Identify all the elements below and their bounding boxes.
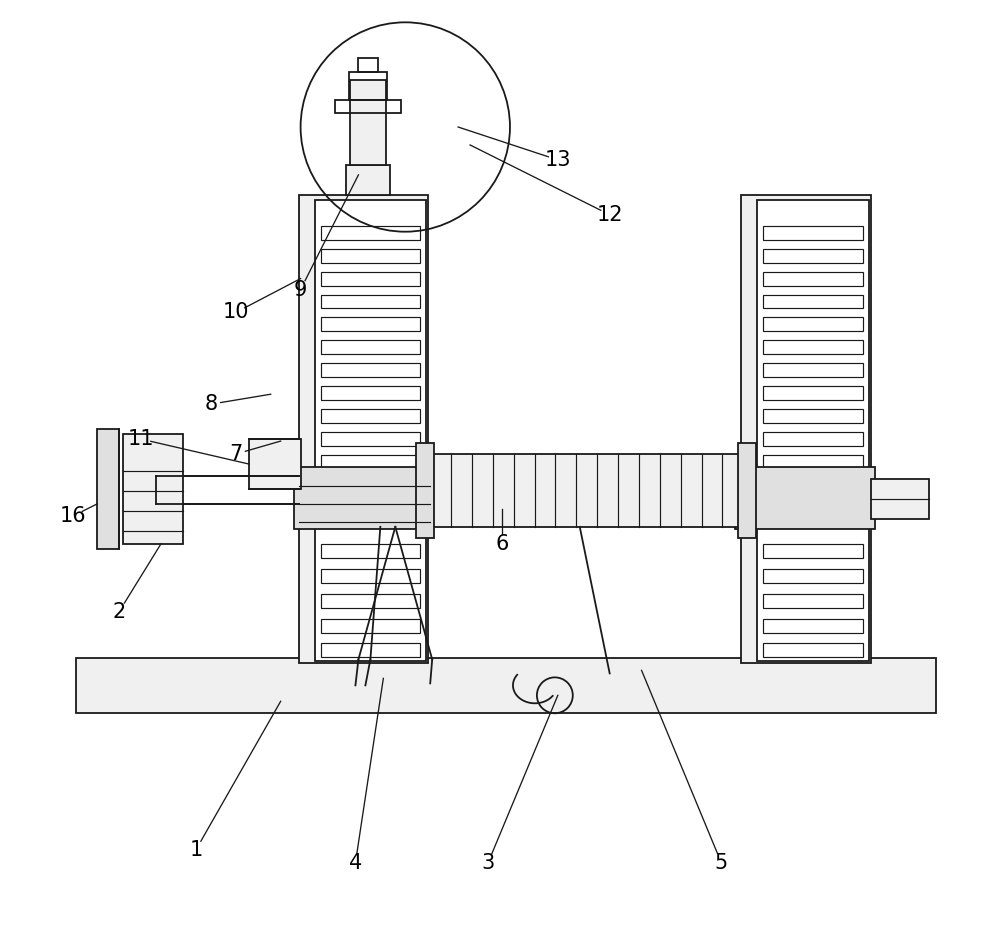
Bar [763,644,863,658]
Bar [315,200,426,474]
Bar [321,294,420,308]
Bar [763,363,863,377]
Bar [735,467,875,529]
Bar [321,248,420,262]
Bar [871,479,929,519]
Bar [763,618,863,632]
Bar [349,72,387,100]
Bar [321,340,420,354]
Text: 16: 16 [60,506,87,526]
Text: 8: 8 [204,394,217,414]
Bar [346,165,390,195]
Bar [763,594,863,608]
Bar [76,658,936,714]
Text: 7: 7 [229,444,242,464]
Bar [321,618,420,632]
Bar [321,226,420,240]
Bar [763,226,863,240]
Bar [321,455,420,469]
Bar [249,439,301,488]
Bar [299,195,428,663]
Bar [738,443,756,538]
Bar [321,272,420,286]
Bar [416,443,434,538]
Bar [763,455,863,469]
Bar [321,544,420,558]
Bar [321,387,420,400]
Text: 2: 2 [113,601,126,621]
Bar [763,294,863,308]
Text: 12: 12 [596,205,623,225]
Bar [321,409,420,423]
Bar [763,409,863,423]
Text: 3: 3 [481,853,495,872]
Text: 13: 13 [545,150,571,170]
Text: 10: 10 [223,303,249,322]
Bar [321,644,420,658]
Bar [757,200,869,474]
Bar [763,569,863,583]
Text: 11: 11 [128,429,154,449]
Text: 4: 4 [349,853,362,872]
Text: 9: 9 [294,279,307,300]
Bar [430,454,743,527]
Bar [350,80,386,165]
Bar [321,318,420,332]
Text: 1: 1 [189,840,203,860]
Bar [763,272,863,286]
Bar [321,432,420,446]
Bar [321,363,420,377]
Bar [335,100,401,113]
Bar [321,569,420,583]
Bar [763,544,863,558]
Bar [763,432,863,446]
Bar [763,318,863,332]
Bar [763,248,863,262]
Bar [358,58,378,72]
Bar [315,522,426,661]
Text: 5: 5 [715,853,728,872]
Bar [741,195,871,663]
Text: 6: 6 [495,533,509,554]
Bar [763,387,863,400]
Bar [294,467,433,529]
Bar [763,340,863,354]
Bar [123,434,183,544]
Bar [757,522,869,661]
Bar [321,594,420,608]
Bar [97,429,119,549]
